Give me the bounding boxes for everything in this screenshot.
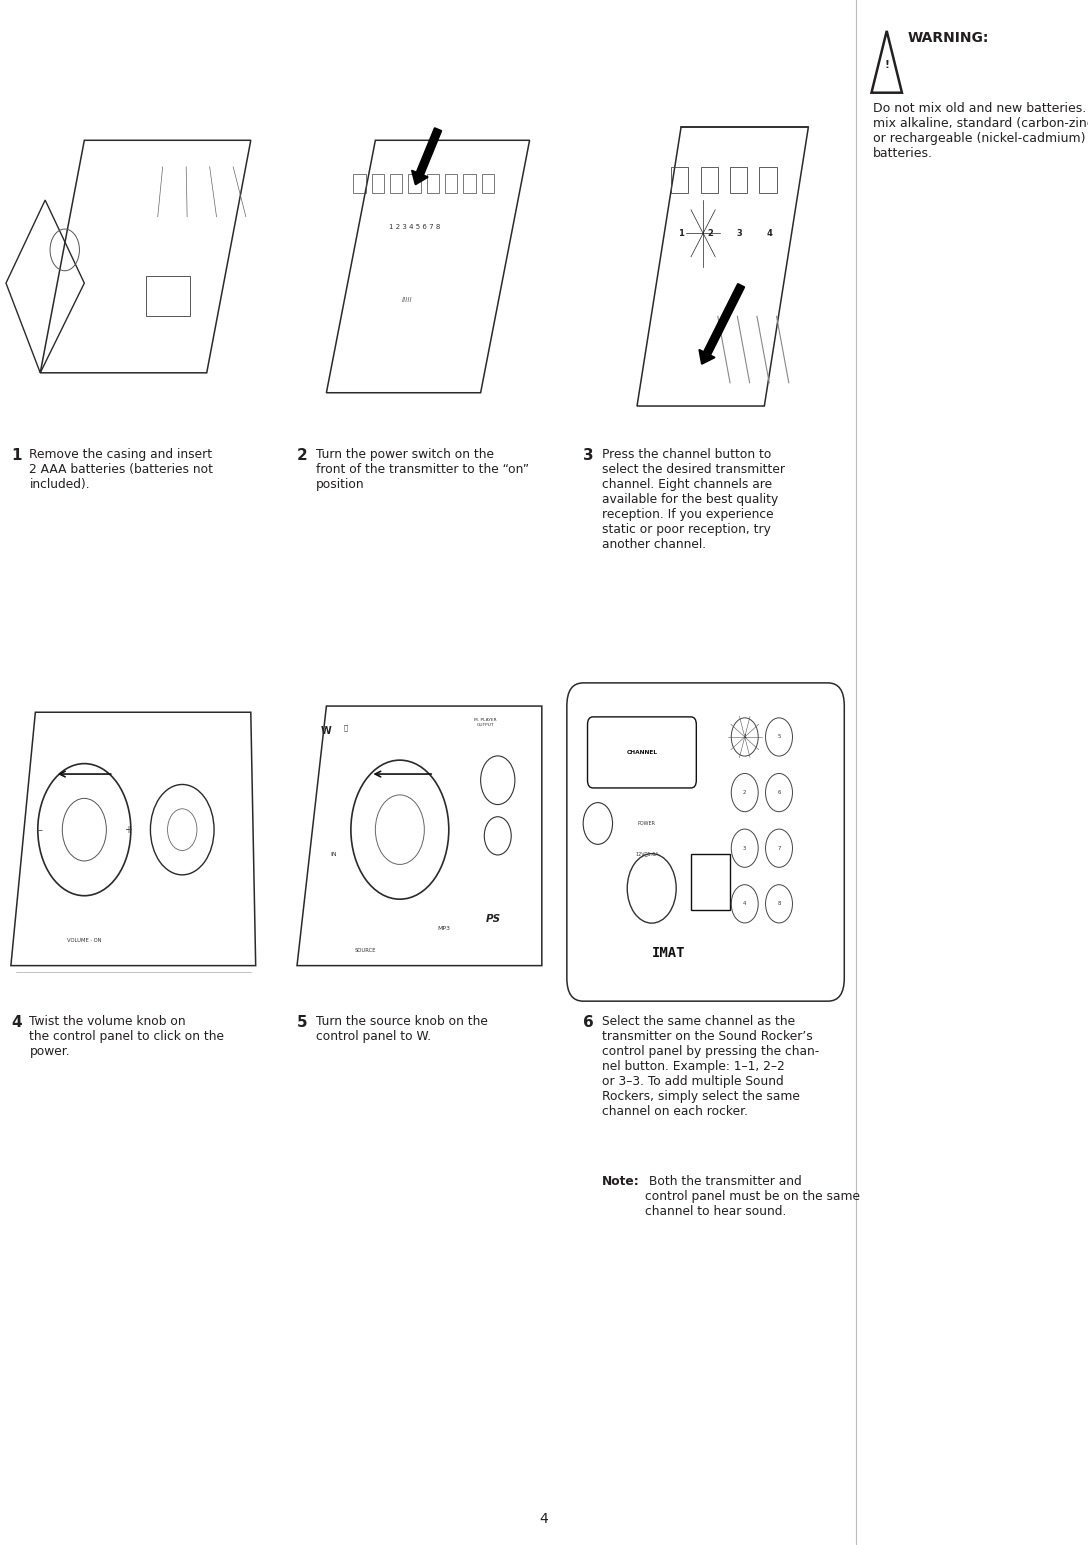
Text: 1: 1 bbox=[678, 229, 684, 238]
Text: 6: 6 bbox=[777, 789, 781, 796]
Text: 3: 3 bbox=[583, 448, 594, 463]
Text: –: – bbox=[38, 825, 42, 834]
Text: POWER: POWER bbox=[638, 820, 656, 827]
Text: 6: 6 bbox=[583, 1015, 594, 1031]
Text: IMAT: IMAT bbox=[652, 946, 685, 961]
Text: 5: 5 bbox=[297, 1015, 308, 1031]
Text: +: + bbox=[124, 825, 133, 834]
Text: Press the channel button to
select the desired transmitter
channel. Eight channe: Press the channel button to select the d… bbox=[602, 448, 784, 552]
Text: 4: 4 bbox=[766, 229, 772, 238]
Text: MP3: MP3 bbox=[437, 925, 450, 932]
Text: 1: 1 bbox=[11, 448, 22, 463]
Text: 4: 4 bbox=[11, 1015, 22, 1031]
FancyArrowPatch shape bbox=[412, 128, 441, 184]
Text: CHANNEL: CHANNEL bbox=[627, 749, 657, 756]
Text: Twist the volume knob on
the control panel to click on the
power.: Twist the volume knob on the control pan… bbox=[29, 1015, 224, 1058]
Text: WARNING:: WARNING: bbox=[907, 31, 989, 45]
FancyArrowPatch shape bbox=[375, 771, 431, 777]
Text: Select the same channel as the
transmitter on the Sound Rocker’s
control panel b: Select the same channel as the transmitt… bbox=[602, 1015, 819, 1119]
FancyArrowPatch shape bbox=[700, 284, 744, 363]
Text: 5: 5 bbox=[777, 734, 781, 740]
Text: IN: IN bbox=[331, 851, 337, 857]
Text: W: W bbox=[321, 726, 332, 735]
Text: 2: 2 bbox=[743, 789, 746, 796]
Text: IIIII: IIIII bbox=[401, 297, 412, 303]
Text: VOLUME · ON: VOLUME · ON bbox=[67, 938, 101, 944]
Text: 2: 2 bbox=[707, 229, 714, 238]
Text: 8: 8 bbox=[777, 901, 781, 907]
Text: Both the transmitter and
control panel must be on the same
channel to hear sound: Both the transmitter and control panel m… bbox=[645, 1176, 861, 1217]
Text: Do not mix old and new batteries. Do not
mix alkaline, standard (carbon-zinc),
o: Do not mix old and new batteries. Do not… bbox=[873, 102, 1088, 161]
Text: 1 2 3 4 5 6 7 8: 1 2 3 4 5 6 7 8 bbox=[388, 224, 441, 230]
Text: 7: 7 bbox=[777, 845, 781, 851]
Text: !: ! bbox=[885, 60, 889, 70]
Text: 4: 4 bbox=[540, 1513, 548, 1526]
Text: Note:: Note: bbox=[602, 1176, 640, 1188]
Text: M. PLAYER
OUTPUT: M. PLAYER OUTPUT bbox=[474, 718, 497, 728]
Text: 2: 2 bbox=[297, 448, 308, 463]
Text: Turn the power switch on the
front of the transmitter to the “on”
position: Turn the power switch on the front of th… bbox=[316, 448, 529, 491]
Text: 3: 3 bbox=[737, 229, 743, 238]
FancyArrowPatch shape bbox=[60, 771, 111, 777]
Text: ⦿: ⦿ bbox=[344, 725, 348, 731]
Text: SOURCE: SOURCE bbox=[355, 947, 376, 953]
Text: Turn the source knob on the
control panel to W.: Turn the source knob on the control pane… bbox=[316, 1015, 487, 1043]
Text: Remove the casing and insert
2 AAA batteries (batteries not
included).: Remove the casing and insert 2 AAA batte… bbox=[29, 448, 213, 491]
Text: 12V⏜1.6A: 12V⏜1.6A bbox=[635, 851, 658, 857]
Text: 4: 4 bbox=[743, 901, 746, 907]
Text: PS: PS bbox=[485, 915, 500, 924]
Text: 3: 3 bbox=[743, 845, 746, 851]
Text: 1: 1 bbox=[743, 734, 746, 740]
